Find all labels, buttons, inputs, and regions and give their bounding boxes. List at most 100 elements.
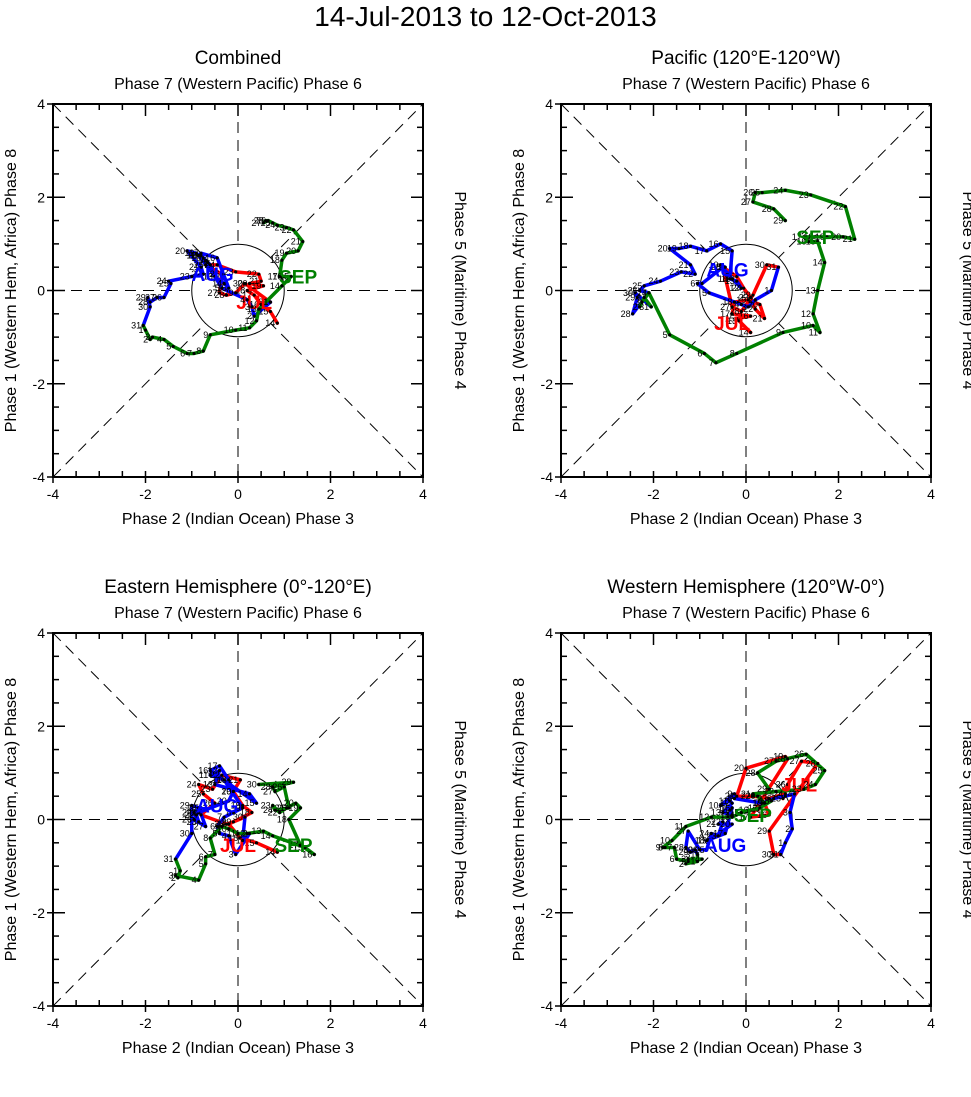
left-axis-label: Phase 1 (Western Hem, Africa) Phase 8 bbox=[511, 149, 528, 432]
y-tick-label: 2 bbox=[37, 189, 45, 205]
day-label: 30 bbox=[233, 812, 243, 822]
day-marker bbox=[201, 792, 205, 796]
x-tick-label: 0 bbox=[234, 1015, 242, 1031]
day-label: 17 bbox=[268, 272, 278, 282]
day-marker bbox=[273, 808, 277, 812]
day-marker bbox=[776, 265, 780, 269]
panel-title: Western Hemisphere (120°W-0°) bbox=[607, 577, 884, 598]
day-marker bbox=[753, 307, 757, 311]
day-label: 28 bbox=[674, 842, 684, 852]
day-marker bbox=[220, 272, 224, 276]
day-label: 23 bbox=[261, 801, 271, 811]
day-marker bbox=[698, 848, 702, 852]
day-marker bbox=[783, 188, 787, 192]
top-axis-label: Phase 7 (Western Pacific) Phase 6 bbox=[622, 76, 870, 93]
x-tick-label: -4 bbox=[555, 486, 568, 502]
day-label: 28 bbox=[762, 204, 772, 214]
day-marker bbox=[245, 288, 249, 293]
day-marker bbox=[264, 218, 268, 223]
day-label: 24 bbox=[699, 828, 709, 838]
day-marker bbox=[730, 815, 734, 819]
month-label-aug: AUG bbox=[196, 797, 238, 818]
day-marker bbox=[162, 295, 166, 300]
day-marker bbox=[284, 251, 289, 255]
day-label: 26 bbox=[203, 798, 213, 808]
day-marker bbox=[247, 831, 252, 836]
day-marker bbox=[236, 831, 240, 836]
day-label: 9 bbox=[776, 327, 781, 337]
day-marker bbox=[735, 316, 739, 321]
day-marker bbox=[268, 309, 272, 314]
day-marker bbox=[194, 813, 198, 817]
panel-title: Combined bbox=[195, 48, 282, 69]
day-label: 23 bbox=[224, 267, 234, 277]
day-label: 9 bbox=[727, 789, 732, 799]
day-marker bbox=[806, 239, 811, 244]
x-tick-label: -2 bbox=[139, 486, 152, 502]
day-label: 16 bbox=[720, 803, 730, 813]
day-marker bbox=[199, 253, 203, 258]
day-marker bbox=[243, 815, 247, 819]
day-label: 2 bbox=[143, 334, 148, 344]
day-marker bbox=[709, 831, 713, 836]
day-marker bbox=[767, 829, 771, 833]
day-label: 29 bbox=[741, 290, 751, 300]
day-marker bbox=[252, 293, 256, 297]
day-label: 9 bbox=[718, 262, 723, 272]
day-label: 26 bbox=[794, 749, 804, 759]
day-marker bbox=[213, 852, 217, 857]
day-marker bbox=[197, 810, 201, 815]
day-marker bbox=[769, 288, 774, 293]
day-marker bbox=[167, 279, 171, 283]
day-marker bbox=[190, 803, 194, 808]
day-label: 31 bbox=[131, 320, 141, 330]
day-label: 17 bbox=[695, 246, 705, 256]
day-label: 18 bbox=[240, 808, 250, 818]
day-label: 25 bbox=[813, 766, 823, 776]
x-tick-label: -4 bbox=[47, 486, 60, 502]
day-label: 25 bbox=[725, 272, 735, 282]
day-label: 17 bbox=[189, 248, 199, 258]
day-marker bbox=[213, 782, 217, 787]
day-marker bbox=[728, 799, 732, 803]
day-marker bbox=[247, 326, 252, 330]
day-label: 5 bbox=[778, 791, 783, 801]
day-label: 20 bbox=[734, 763, 744, 773]
day-label: 6 bbox=[180, 348, 185, 358]
day-marker bbox=[751, 794, 755, 798]
day-label: 1 bbox=[138, 325, 143, 335]
day-label: 26 bbox=[182, 815, 192, 825]
day-marker bbox=[204, 258, 208, 262]
day-marker bbox=[289, 274, 293, 279]
day-label: 15 bbox=[258, 306, 268, 316]
day-marker bbox=[816, 761, 820, 766]
day-label: 26 bbox=[711, 262, 721, 272]
left-axis-label: Phase 1 (Western Hem, Africa) Phase 8 bbox=[3, 149, 20, 432]
day-marker bbox=[222, 778, 226, 782]
day-label: 11 bbox=[718, 796, 727, 806]
day-label: 1 bbox=[764, 286, 769, 296]
day-marker bbox=[252, 314, 256, 318]
day-marker bbox=[257, 307, 261, 311]
day-marker bbox=[199, 251, 203, 255]
day-marker bbox=[700, 281, 704, 286]
trajectory-sep bbox=[637, 188, 857, 365]
day-marker bbox=[254, 841, 259, 845]
day-label: 29 bbox=[221, 817, 231, 827]
day-marker bbox=[804, 752, 808, 756]
day-marker bbox=[208, 768, 212, 773]
day-label: 22 bbox=[711, 817, 721, 827]
day-label: 24 bbox=[182, 808, 192, 818]
day-marker bbox=[728, 277, 732, 281]
day-marker bbox=[737, 319, 741, 323]
day-label: 14 bbox=[718, 274, 728, 284]
mjo-phase-diagram: Combined Phase 7 (Western Pacific) Phase … bbox=[3, 48, 468, 528]
day-label: 18 bbox=[803, 232, 813, 242]
y-tick-label: 0 bbox=[37, 283, 45, 299]
day-marker bbox=[718, 242, 723, 246]
day-marker bbox=[185, 351, 189, 356]
bottom-axis-label: Phase 2 (Indian Ocean) Phase 3 bbox=[630, 1040, 862, 1057]
top-axis-label: Phase 7 (Western Pacific) Phase 6 bbox=[622, 605, 870, 622]
day-marker bbox=[695, 281, 700, 286]
day-marker bbox=[275, 850, 279, 854]
